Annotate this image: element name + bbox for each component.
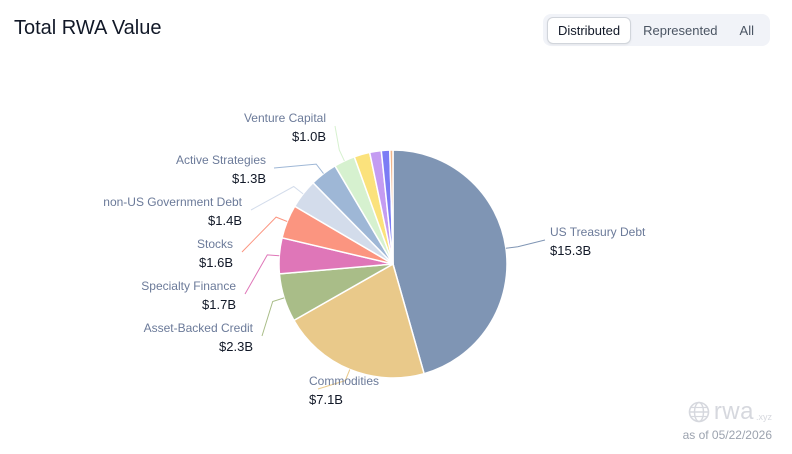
slice-name-label: Venture Capital <box>244 111 326 125</box>
pie-slice[interactable] <box>292 262 426 379</box>
slice-name-label: Stocks <box>197 237 233 251</box>
slice-value-label: $1.6B <box>199 255 233 270</box>
slice-value-label: $1.0B <box>292 129 326 144</box>
slice-name-label: Active Strategies <box>176 153 266 167</box>
leader-line <box>241 216 288 253</box>
view-toggle: Distributed Represented All <box>542 14 770 46</box>
leader-line <box>273 163 324 174</box>
slice-value-label: $1.3B <box>232 171 266 186</box>
tab-represented[interactable]: Represented <box>643 22 718 38</box>
slice-value-label: $2.3B <box>219 339 253 354</box>
pie-slice[interactable] <box>389 149 394 265</box>
globe-icon <box>688 401 710 423</box>
slice-value-label: $15.3B <box>550 243 591 258</box>
as-of-date: as of 05/22/2026 <box>682 428 772 442</box>
slice-name-label: Asset-Backed Credit <box>144 321 254 335</box>
slice-value-label: $1.7B <box>202 297 236 312</box>
leader-line <box>250 185 304 211</box>
leader-line <box>261 297 285 337</box>
logo-tld: .xyz <box>755 412 772 422</box>
slice-name-label: non-US Government Debt <box>103 195 242 209</box>
tab-distributed[interactable]: Distributed <box>546 16 632 44</box>
logo-text: rwa <box>713 398 754 425</box>
pie-slice[interactable] <box>392 149 508 375</box>
leader-line <box>334 125 345 162</box>
chart-title: Total RWA Value <box>14 17 162 39</box>
slice-name-label: Commodities <box>309 374 379 388</box>
tab-all[interactable]: All <box>739 22 754 38</box>
leader-line <box>244 254 280 295</box>
slice-name-label: Specialty Finance <box>141 279 236 293</box>
slice-value-label: $1.4B <box>208 213 242 228</box>
slice-value-label: $7.1B <box>309 392 343 407</box>
rwa-logo: rwa .xyz <box>688 398 772 426</box>
slice-name-label: US Treasury Debt <box>550 225 646 239</box>
leader-line <box>505 239 546 249</box>
leader-line <box>317 369 351 390</box>
